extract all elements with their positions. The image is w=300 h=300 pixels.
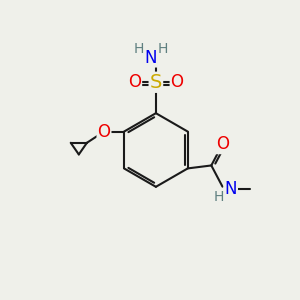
Text: O: O (171, 73, 184, 91)
Text: O: O (128, 73, 141, 91)
Text: H: H (134, 42, 144, 56)
Text: N: N (144, 49, 157, 67)
Text: S: S (150, 73, 162, 92)
Text: O: O (98, 123, 110, 141)
Text: N: N (224, 180, 237, 198)
Text: H: H (214, 190, 224, 204)
Text: O: O (216, 135, 229, 153)
Text: H: H (157, 42, 168, 56)
